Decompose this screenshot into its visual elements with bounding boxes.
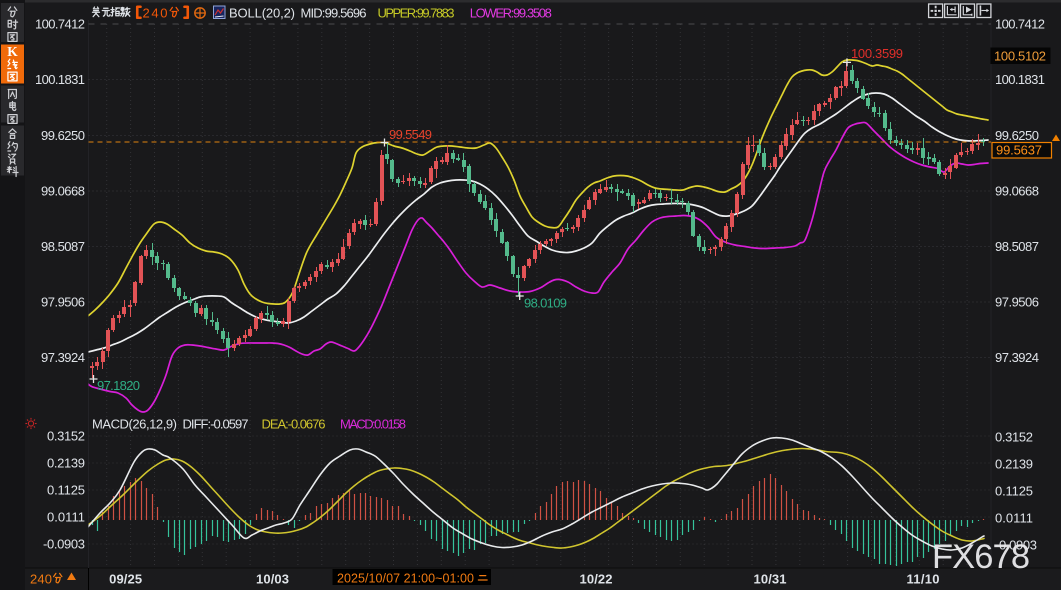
svg-text:BOLL(20,2): BOLL(20,2) [229,6,295,21]
svg-text:98.5087: 98.5087 [41,239,85,254]
svg-text:MACD:0.0158: MACD:0.0158 [340,417,406,432]
svg-text:240: 240 [30,572,52,587]
svg-text:99.5549: 99.5549 [389,127,432,142]
svg-text:10/03: 10/03 [256,572,289,587]
svg-text:FX678: FX678 [932,538,1030,576]
svg-text:97.3924: 97.3924 [995,350,1039,365]
svg-text:99.6250: 99.6250 [41,128,85,143]
svg-text:UPPER:99.7883: UPPER:99.7883 [378,6,455,21]
svg-text:0.1125: 0.1125 [995,484,1033,499]
svg-text:MID:99.5696: MID:99.5696 [301,6,367,21]
svg-text:98.5087: 98.5087 [995,239,1039,254]
svg-text:0.1125: 0.1125 [47,483,85,498]
svg-text:99.6250: 99.6250 [995,128,1039,143]
svg-text:DIFF:-0.0597: DIFF:-0.0597 [183,417,249,432]
svg-text:100.5102: 100.5102 [994,49,1046,64]
svg-text:97.3924: 97.3924 [41,350,85,365]
svg-text:0.2139: 0.2139 [47,456,85,471]
svg-text:100.7412: 100.7412 [995,17,1045,32]
svg-text:97.9506: 97.9506 [995,295,1039,310]
svg-text:10/31: 10/31 [754,572,787,587]
svg-text:0.2139: 0.2139 [995,457,1033,472]
svg-text:97.1820: 97.1820 [97,378,140,393]
svg-text:100.1831: 100.1831 [35,72,85,87]
svg-text:LOWER:99.3508: LOWER:99.3508 [470,6,552,21]
svg-text:99.0668: 99.0668 [995,184,1039,199]
svg-text:0.3152: 0.3152 [47,429,85,444]
svg-text:-0.0903: -0.0903 [995,538,1037,553]
svg-text:99.5637: 99.5637 [996,143,1042,158]
svg-text:10/22: 10/22 [580,572,613,587]
svg-text:-0.0903: -0.0903 [43,537,85,552]
svg-text:240: 240 [143,6,168,21]
svg-text:09/25: 09/25 [109,572,142,587]
svg-text:100.1831: 100.1831 [995,72,1045,87]
svg-text:98.0109: 98.0109 [524,296,567,311]
svg-text:100.7412: 100.7412 [35,17,85,32]
svg-text:100.3599: 100.3599 [851,46,903,61]
svg-text:0.0111: 0.0111 [47,510,85,525]
svg-text:99.0668: 99.0668 [41,184,85,199]
svg-text:MACD(26,12,9): MACD(26,12,9) [92,417,177,432]
svg-text:DEA:-0.0676: DEA:-0.0676 [262,417,326,432]
svg-text:0.0111: 0.0111 [995,511,1033,526]
svg-text:0.3152: 0.3152 [995,430,1033,445]
svg-text:2025/10/07 21:00~01:00: 2025/10/07 21:00~01:00 [337,572,474,586]
svg-text:K: K [7,44,18,59]
svg-text:97.9506: 97.9506 [41,295,85,310]
svg-text:11/10: 11/10 [907,572,940,587]
